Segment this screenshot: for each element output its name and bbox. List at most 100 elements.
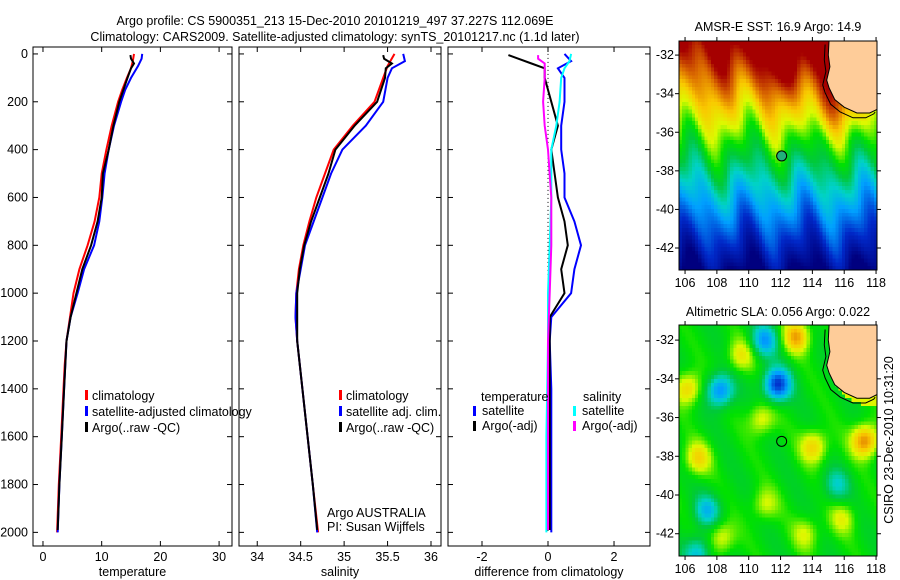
legend-label: climatology	[92, 389, 155, 403]
lat-tick-label: -42	[656, 241, 674, 255]
lon-tick-label: 110	[739, 276, 759, 290]
land-australia	[826, 325, 877, 399]
panel-frame	[32, 46, 233, 547]
x-tick-label: -2	[476, 550, 487, 564]
map-frame	[678, 324, 878, 557]
map-frame	[678, 40, 878, 271]
y-tick-label: 1200	[0, 334, 28, 348]
argo-float-marker	[776, 435, 788, 447]
lon-tick-label: 118	[866, 562, 886, 576]
lat-tick-label: -38	[656, 164, 674, 178]
legend-label: Argo(-adj)	[482, 419, 538, 433]
series-line-salinity-argo-adj-	[537, 55, 553, 530]
legend-label: satellite-adjusted climatology	[92, 405, 253, 419]
legend-label: Argo(..raw -QC)	[92, 421, 180, 435]
x-tick-label: 35	[337, 550, 351, 564]
lon-tick-label: 106	[675, 276, 696, 290]
argo-float-marker	[776, 150, 788, 162]
x-tick-label: 2	[611, 550, 618, 564]
sst-map	[675, 37, 881, 274]
profile-panel-2	[238, 46, 442, 547]
x-tick-label: 34.5	[289, 550, 313, 564]
lon-tick-label: 116	[834, 276, 854, 290]
map-title: Altimetric SLA: 0.056 Argo: 0.022	[686, 305, 870, 319]
profile-panel-1	[32, 46, 233, 547]
lat-tick-label: -36	[656, 125, 674, 139]
y-tick-label: 1800	[0, 478, 28, 492]
lon-tick-label: 108	[706, 276, 727, 290]
lat-tick-label: -32	[656, 48, 674, 62]
legend-swatch	[85, 406, 88, 416]
credit-text: CSIRO 23-Dec-2010 10:31:20	[882, 356, 896, 524]
lat-tick-label: -40	[656, 488, 674, 502]
legend-group-label: salinity	[583, 390, 622, 404]
shelf-contour	[822, 44, 876, 119]
legend-swatch	[473, 406, 476, 416]
legend-swatch	[339, 390, 342, 400]
series-line-argo-raw-qc-	[56, 54, 136, 531]
lat-tick-label: -34	[656, 372, 674, 386]
lon-tick-label: 114	[802, 562, 822, 576]
annotation-line-1: Argo AUSTRALIA	[327, 506, 426, 520]
y-tick-label: 2000	[0, 525, 28, 539]
lon-tick-label: 106	[675, 562, 696, 576]
legend-swatch	[573, 421, 576, 431]
map-title: AMSR-E SST: 16.9 Argo: 14.9	[695, 20, 862, 34]
lon-tick-label: 110	[739, 562, 759, 576]
x-tick-label: 20	[153, 550, 167, 564]
lat-tick-label: -36	[656, 411, 674, 425]
sla-map	[675, 321, 881, 560]
annotation-line-2: PI: Susan Wijffels	[327, 520, 425, 534]
y-tick-label: 200	[7, 95, 28, 109]
lon-tick-label: 118	[866, 276, 886, 290]
series-line-climatology	[56, 53, 135, 533]
legend-label: satellite	[482, 404, 524, 418]
shelf-contour	[822, 329, 876, 404]
title-line-2: Climatology: CARS2009. Satellite-adjuste…	[90, 30, 579, 44]
series-line-satellite-adjusted-climatology	[56, 53, 144, 533]
x-tick-label: 30	[212, 550, 226, 564]
x-tick-label: 0	[40, 550, 47, 564]
x-tick-label: 34	[250, 550, 264, 564]
title-line-1: Argo profile: CS 5900351_213 15-Dec-2010…	[117, 14, 554, 28]
legend-label: Argo(-adj)	[582, 419, 638, 433]
lon-tick-label: 108	[706, 562, 727, 576]
x-tick-label: 0	[545, 550, 552, 564]
lat-tick-label: -42	[656, 527, 674, 541]
legend-swatch	[339, 422, 342, 432]
lat-tick-label: -40	[656, 202, 674, 216]
series-line-satellite-adj-clim-	[294, 53, 407, 533]
x-axis-label: difference from climatology	[474, 565, 624, 579]
legend-group-label: temperature	[481, 390, 548, 404]
legend-swatch	[473, 421, 476, 431]
y-tick-label: 1400	[0, 382, 28, 396]
lon-tick-label: 116	[834, 562, 854, 576]
y-tick-label: 400	[7, 143, 28, 157]
lon-tick-label: 112	[771, 562, 791, 576]
legend-label: Argo(..raw -QC)	[346, 421, 434, 435]
legend-swatch	[339, 406, 342, 416]
x-tick-label: 35.5	[375, 550, 399, 564]
y-tick-label: 1000	[0, 286, 28, 300]
legend-label: climatology	[346, 389, 409, 403]
land-australia	[826, 41, 877, 114]
legend-label: satellite adj. clim.	[346, 405, 441, 419]
lon-tick-label: 114	[802, 276, 822, 290]
series-line-argo-raw-qc-	[296, 54, 394, 531]
lon-tick-label: 112	[771, 276, 791, 290]
panel-frame	[238, 46, 442, 547]
lat-tick-label: -34	[656, 87, 674, 101]
legend-swatch	[85, 390, 88, 400]
profile-panel-3	[447, 46, 651, 547]
x-axis-label: salinity	[321, 565, 360, 579]
y-tick-label: 0	[21, 47, 28, 61]
panel-frame	[447, 46, 651, 547]
legend-swatch	[85, 422, 88, 432]
x-tick-label: 10	[95, 550, 109, 564]
lat-tick-label: -38	[656, 449, 674, 463]
x-tick-label: 36	[424, 550, 438, 564]
y-tick-label: 800	[7, 238, 28, 252]
legend-label: satellite	[582, 404, 624, 418]
